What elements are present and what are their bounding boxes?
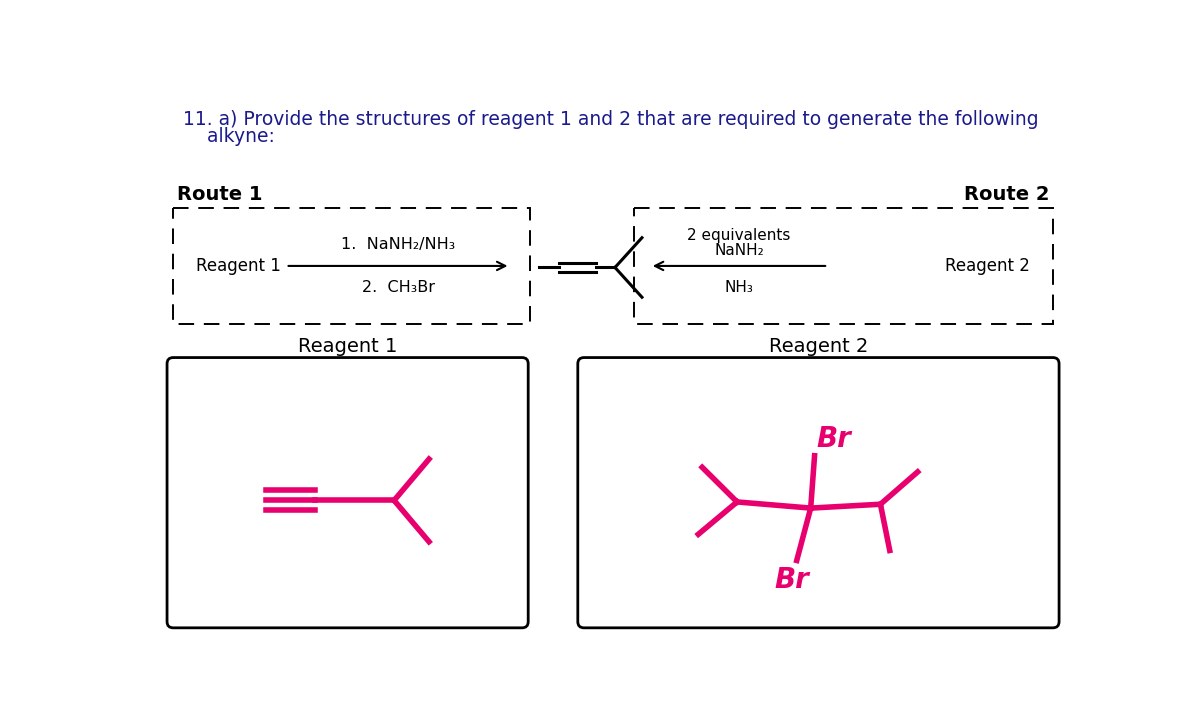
Text: Br: Br — [774, 566, 809, 594]
Text: 2 equivalents: 2 equivalents — [688, 228, 791, 243]
Text: alkyne:: alkyne: — [182, 127, 275, 146]
Text: 11. a) Provide the structures of reagent 1 and 2 that are required to generate t: 11. a) Provide the structures of reagent… — [182, 110, 1038, 128]
Text: Route 2: Route 2 — [964, 185, 1049, 204]
Text: NaNH₂: NaNH₂ — [714, 243, 764, 258]
Text: Reagent 1: Reagent 1 — [197, 257, 281, 275]
Text: 1.  NaNH₂/NH₃: 1. NaNH₂/NH₃ — [341, 237, 455, 252]
Text: NH₃: NH₃ — [725, 280, 754, 295]
Text: Reagent 2: Reagent 2 — [769, 337, 868, 356]
Text: Reagent 1: Reagent 1 — [298, 337, 397, 356]
Text: Reagent 2: Reagent 2 — [944, 257, 1030, 275]
Text: Route 1: Route 1 — [178, 185, 263, 204]
Text: Br: Br — [817, 425, 852, 453]
Text: 2.  CH₃Br: 2. CH₃Br — [361, 280, 434, 295]
